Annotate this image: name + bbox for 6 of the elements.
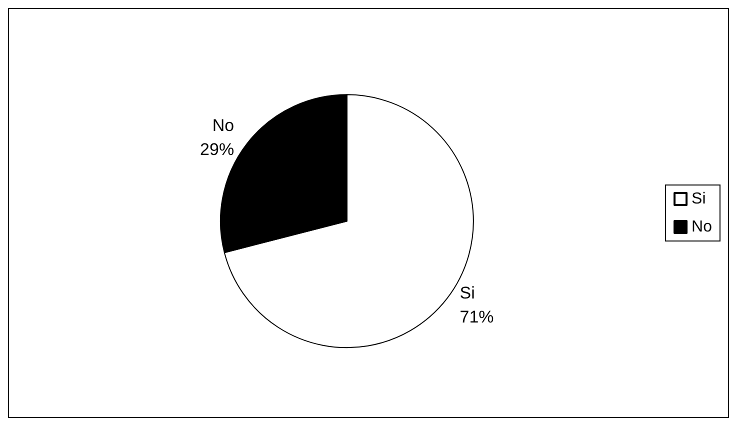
legend-label: Si [692, 190, 706, 208]
data-label: 71% [460, 307, 494, 326]
data-label: 29% [200, 140, 234, 160]
slice-label: No [212, 116, 234, 136]
legend-label: No [692, 218, 712, 236]
slice-label: Si [460, 283, 475, 302]
